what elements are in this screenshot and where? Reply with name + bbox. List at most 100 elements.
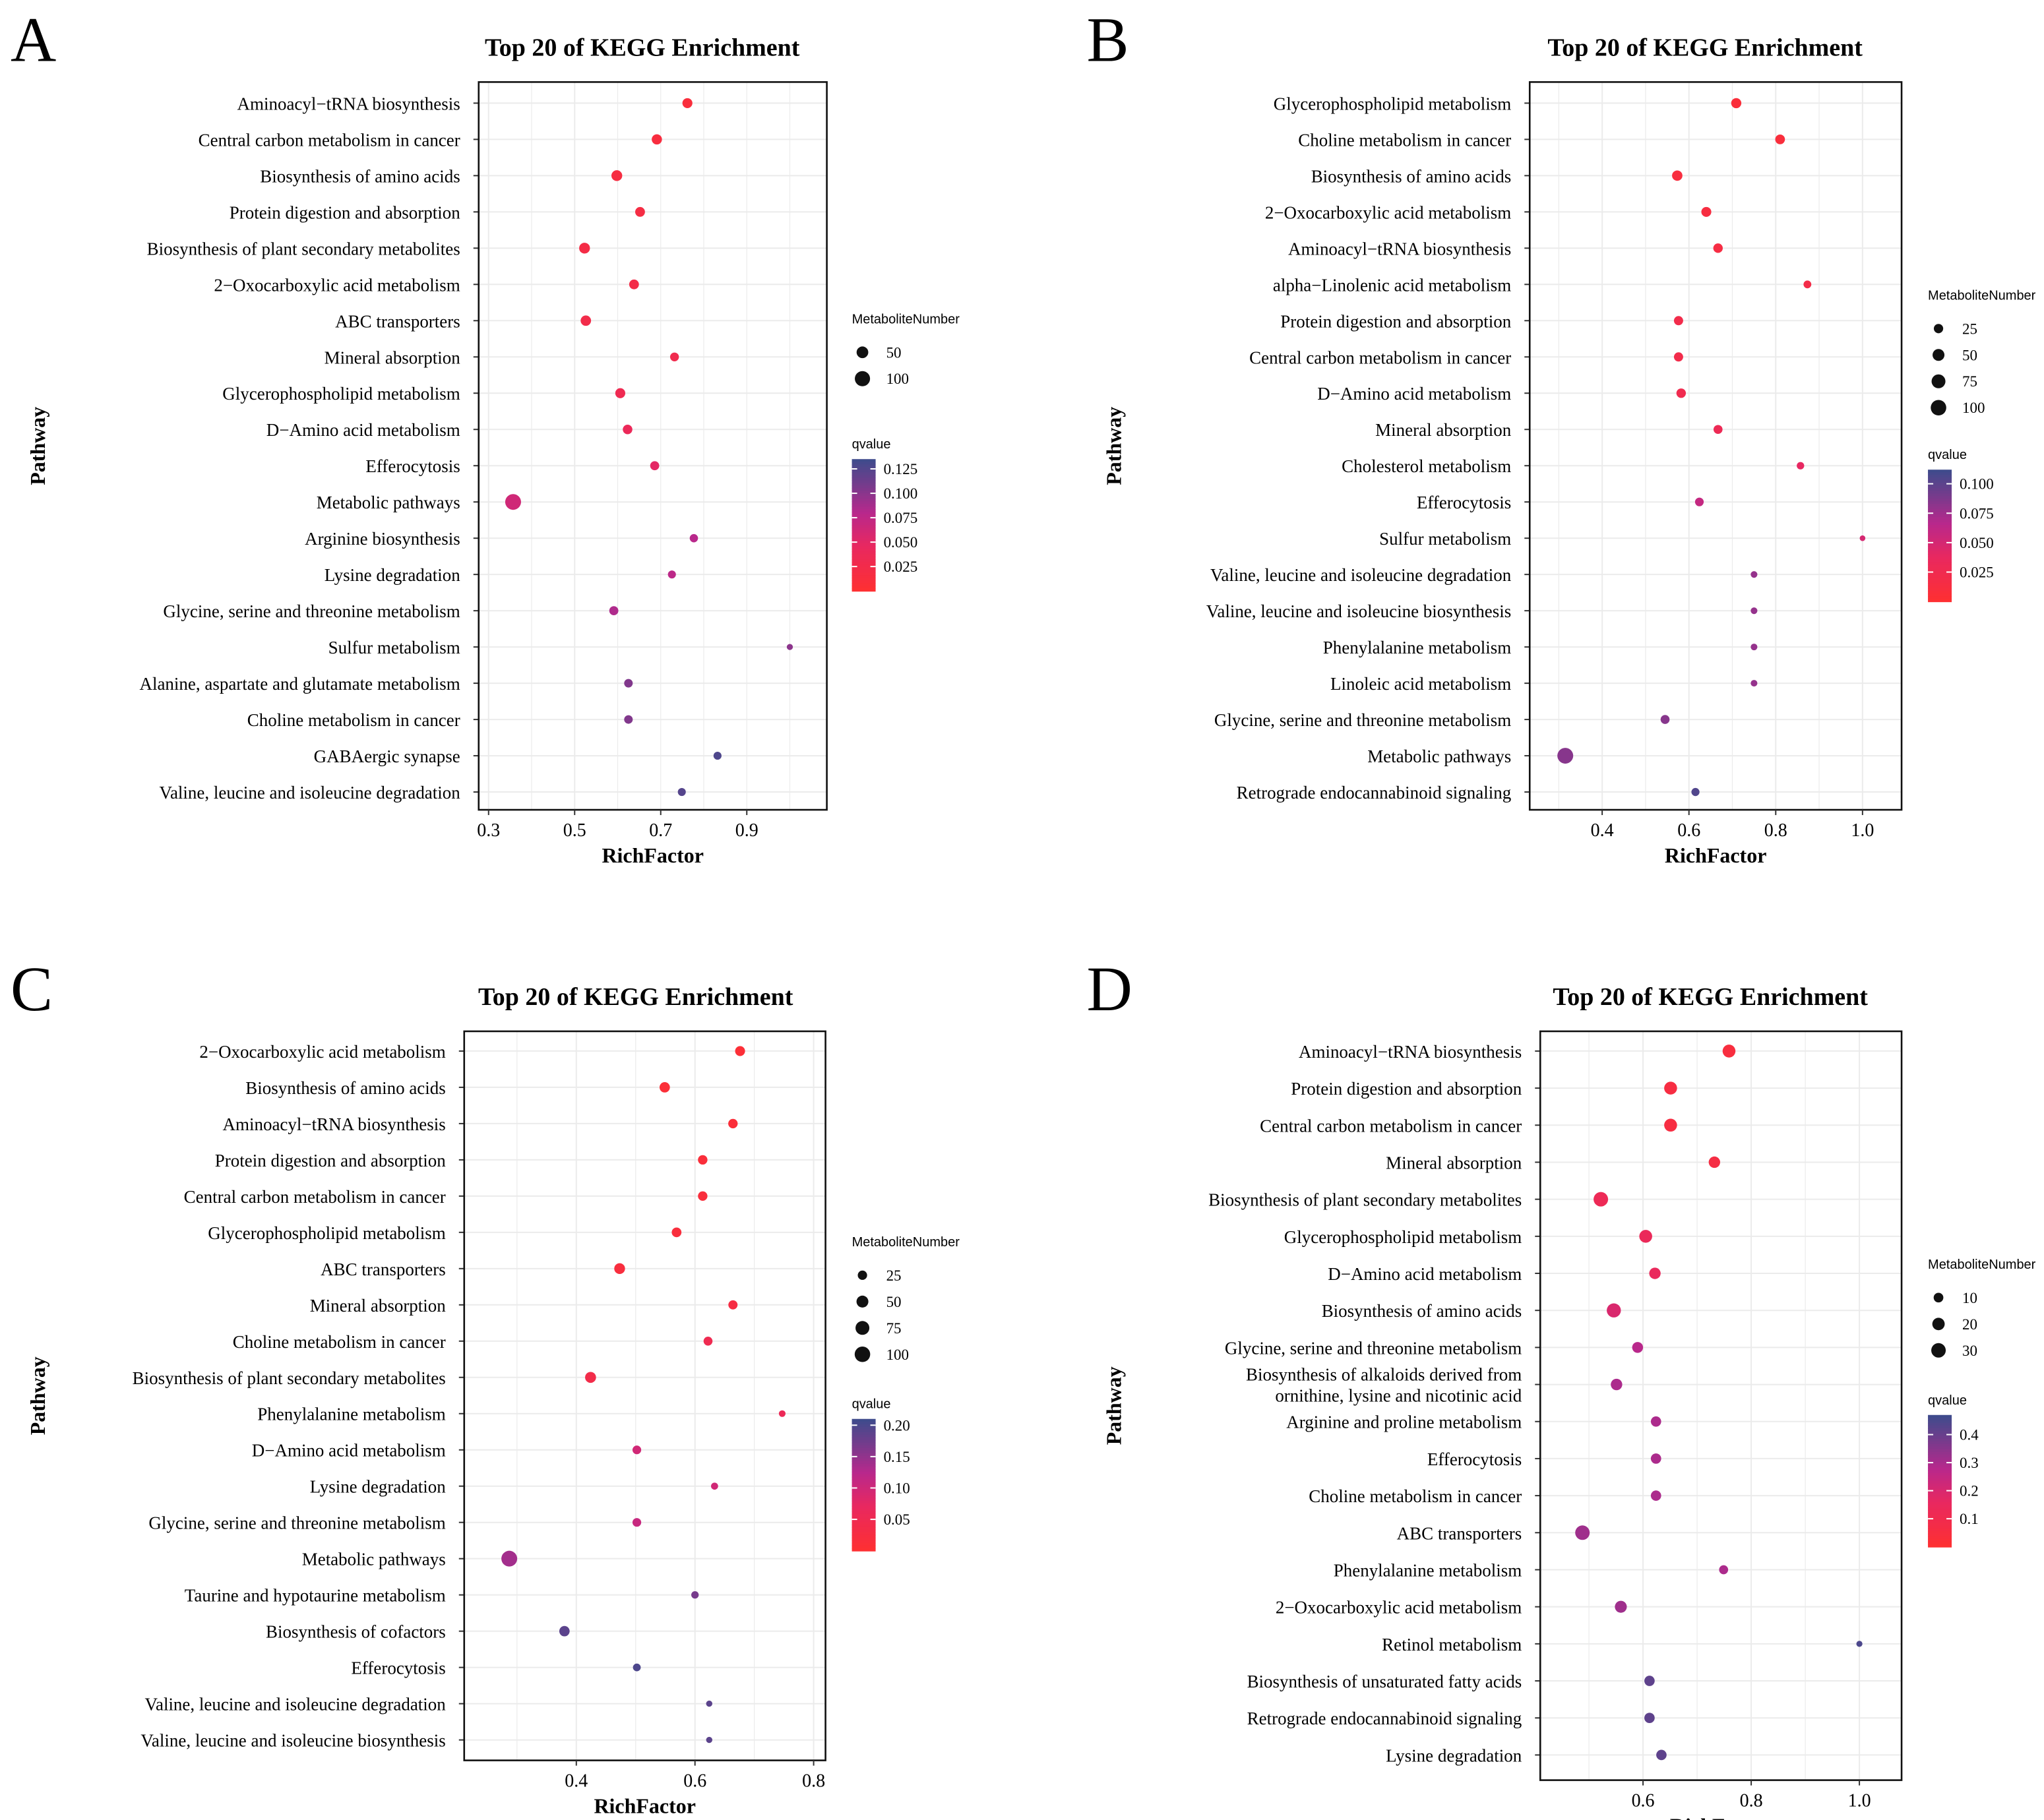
colorbar-segment [852, 586, 876, 590]
pathway-label: Valine, leucine and isoleucine degradati… [1210, 565, 1512, 585]
colorbar-segment [1928, 1425, 1952, 1429]
pathway-label: Efferocytosis [351, 1658, 445, 1678]
x-axis-label: RichFactor [594, 1795, 695, 1818]
pathway-label: Central carbon metabolism in cancer [199, 130, 460, 150]
x-tick-label: 0.7 [649, 820, 672, 841]
colorbar-segment [1928, 1443, 1952, 1447]
x-tick-label: 0.5 [563, 820, 586, 841]
colorbar-segment [1928, 1438, 1952, 1442]
data-point [682, 98, 693, 108]
colorbar-segment [852, 588, 876, 592]
colorbar-segment [852, 528, 876, 531]
colorbar-segment [1928, 1544, 1952, 1548]
colorbar-segment [852, 564, 876, 568]
data-point [1713, 425, 1723, 435]
colorbar-segment [852, 1458, 876, 1462]
data-point [1650, 1490, 1661, 1501]
colorbar-segment [852, 1445, 876, 1449]
pathway-label: Choline metabolism in cancer [247, 710, 460, 730]
colorbar-segment [852, 1534, 876, 1538]
colorbar-segment [852, 1474, 876, 1478]
colorbar-segment [852, 514, 876, 518]
size-legend-dot [857, 1270, 867, 1280]
colorbar-segment [1928, 543, 1952, 547]
pathway-label: Central carbon metabolism in cancer [1249, 348, 1511, 367]
data-point [624, 679, 633, 688]
colorbar-segment [1928, 1517, 1952, 1521]
x-tick-label: 1.0 [1848, 1791, 1871, 1811]
data-point [1656, 1749, 1667, 1761]
pathway-label: Sulfur metabolism [328, 638, 460, 657]
data-point [1594, 1192, 1609, 1207]
size-legend-title: MetaboliteNumber [852, 1235, 960, 1250]
size-legend-dot [1931, 374, 1946, 388]
pathway-label: Valine, leucine and isoleucine degradati… [144, 1695, 446, 1714]
size-legend-dot [1933, 324, 1944, 334]
data-point [667, 570, 676, 579]
data-point [650, 461, 660, 471]
pathway-label: Glycerophospholipid metabolism [1274, 94, 1512, 113]
colorbar-segment [852, 554, 876, 558]
panel-letter: C [11, 954, 53, 1024]
colorbar-segment [852, 517, 876, 521]
pathway-label: Protein digestion and absorption [230, 202, 461, 222]
colorbar-segment [852, 496, 876, 500]
pathway-label: Biosynthesis of plant secondary metaboli… [147, 239, 460, 258]
colorbar-tick-label: 0.100 [884, 485, 918, 502]
y-axis-label: Pathway [1102, 407, 1125, 485]
colorbar-segment [852, 1516, 876, 1520]
colorbar-segment [1928, 1533, 1952, 1537]
colorbar-segment [1928, 1454, 1952, 1458]
data-point [1803, 280, 1812, 289]
colorbar-segment [1928, 1430, 1952, 1434]
colorbar-segment [852, 575, 876, 579]
colorbar-segment [1928, 499, 1952, 502]
data-point [1750, 680, 1758, 687]
colorbar-segment [852, 491, 876, 495]
colorbar-segment [852, 480, 876, 484]
colorbar-segment [1928, 1472, 1952, 1476]
colorbar-segment [1928, 1475, 1952, 1479]
pathway-label: Aminoacyl−tRNA biosynthesis [223, 1114, 446, 1134]
data-point [611, 170, 623, 181]
data-point [624, 715, 633, 724]
x-tick-label: 0.8 [1764, 820, 1787, 841]
data-point [1650, 1453, 1661, 1464]
pathway-label: Phenylalanine metabolism [257, 1405, 446, 1424]
size-legend-dot [1931, 1343, 1946, 1358]
size-legend-label: 30 [1962, 1343, 1977, 1359]
x-tick-label: 0.8 [802, 1771, 825, 1792]
data-point [1660, 715, 1670, 724]
colorbar-segment [1928, 509, 1952, 513]
colorbar-segment [1928, 1499, 1952, 1503]
colorbar-segment [852, 1519, 876, 1523]
colorbar-segment [852, 506, 876, 510]
colorbar-segment [852, 1527, 876, 1531]
pathway-label: Valine, leucine and isoleucine biosynthe… [140, 1731, 445, 1751]
plot-border [463, 1030, 826, 1761]
colorbar-segment [852, 499, 876, 502]
data-point [706, 1736, 712, 1744]
data-point [728, 1300, 738, 1310]
pathway-label: Phenylalanine metabolism [1323, 638, 1512, 657]
colorbar-segment [852, 1500, 876, 1504]
colorbar-segment [852, 1453, 876, 1457]
size-legend-dot [1933, 1292, 1944, 1303]
colorbar-segment [852, 512, 876, 516]
colorbar-segment [852, 1455, 876, 1459]
pathway-label: 2−Oxocarboxylic acid metabolism [1276, 1598, 1522, 1618]
pathway-label: Retrograde endocannabinoid signaling [1237, 783, 1512, 803]
size-legend-dot [855, 371, 871, 386]
data-point [1644, 1676, 1655, 1686]
colorbar-tick-label: 0.025 [884, 559, 918, 575]
color-legend-title: qvalue [852, 1397, 891, 1412]
size-legend-dot [1932, 1318, 1945, 1331]
colorbar-segment [1928, 1451, 1952, 1455]
colorbar-tick-label: 0.075 [884, 510, 918, 526]
colorbar-tick-label: 0.125 [884, 461, 918, 477]
colorbar-segment [852, 562, 876, 566]
colorbar-segment [852, 522, 876, 526]
colorbar-segment [1928, 1520, 1952, 1524]
data-point [1672, 170, 1683, 181]
pathway-label: Sulfur metabolism [1379, 529, 1511, 549]
